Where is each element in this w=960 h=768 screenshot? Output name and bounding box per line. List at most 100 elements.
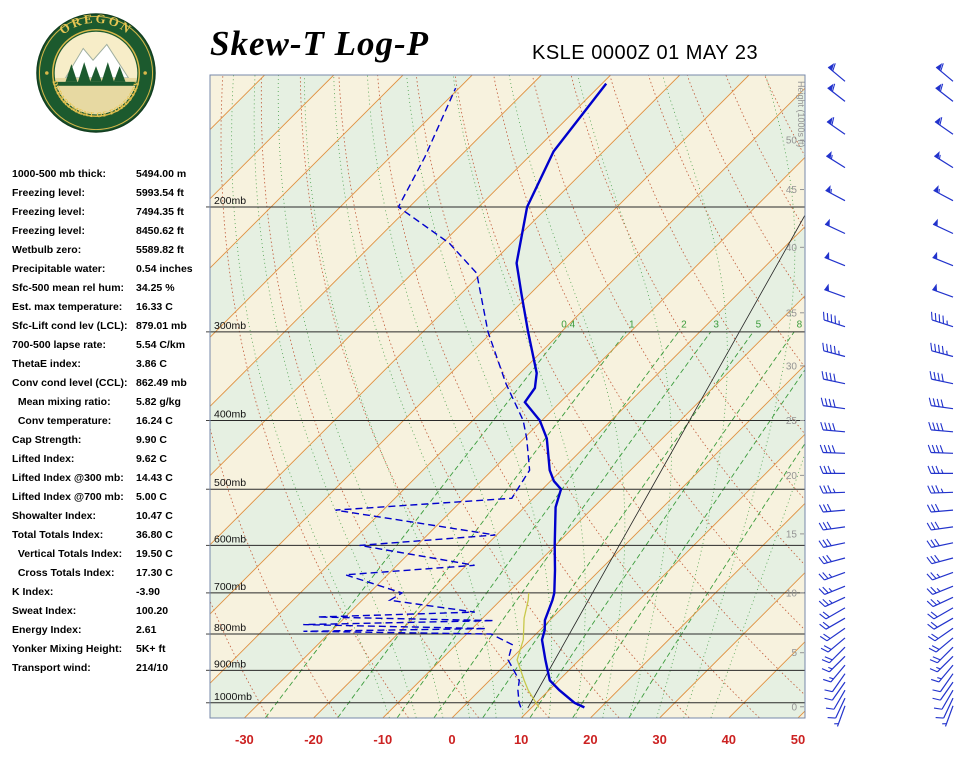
wind-barb bbox=[820, 637, 846, 653]
index-row: Freezing level: 8450.62 ft bbox=[12, 225, 212, 244]
index-row: 1000-500 mb thick: 5494.00 m bbox=[12, 168, 212, 187]
height-tick-label: 15 bbox=[786, 529, 798, 540]
wind-barb bbox=[834, 705, 846, 727]
wind-barb bbox=[927, 465, 953, 474]
index-label: Conv temperature: bbox=[12, 415, 112, 427]
index-value: 19.50 C bbox=[136, 548, 173, 560]
wind-barb bbox=[827, 83, 846, 102]
index-value: 5.82 g/kg bbox=[136, 396, 181, 408]
wind-barb bbox=[819, 627, 846, 642]
page-title: Skew-T Log-P bbox=[210, 24, 430, 63]
index-row: Sfc-Lift cond lev (LCL): 879.01 mb bbox=[12, 320, 212, 339]
wind-barb bbox=[824, 681, 846, 701]
index-row: Conv cond level (CCL): 862.49 mb bbox=[12, 377, 212, 396]
height-tick-label: 10 bbox=[786, 588, 798, 599]
trees-icon bbox=[55, 62, 137, 86]
index-row: Cap Strength: 9.90 C bbox=[12, 434, 212, 453]
index-row: Precipitable water: 0.54 inches bbox=[12, 263, 212, 282]
index-value: 862.49 mb bbox=[136, 377, 187, 389]
index-label: Mean mixing ratio: bbox=[12, 396, 111, 408]
index-label: Wetbulb zero: bbox=[12, 244, 82, 256]
wind-barb bbox=[935, 63, 954, 82]
isotherm-grid bbox=[210, 75, 805, 718]
temp-axis-label: -10 bbox=[373, 732, 392, 747]
wind-barb bbox=[927, 627, 954, 642]
wind-barb bbox=[932, 218, 954, 235]
height-tick-label: 50 bbox=[786, 136, 798, 147]
index-value: 5993.54 ft bbox=[136, 187, 184, 199]
wind-barb bbox=[818, 585, 846, 595]
wind-barb bbox=[827, 697, 846, 719]
wind-barb bbox=[818, 571, 846, 581]
wind-barb bbox=[929, 655, 954, 673]
index-row: Lifted Index @300 mb: 14.43 C bbox=[12, 472, 212, 491]
wind-barb bbox=[932, 283, 954, 298]
wind-barb bbox=[933, 689, 954, 710]
wind-barb bbox=[926, 554, 954, 565]
index-row: Cross Totals Index: 17.30 C bbox=[12, 567, 212, 586]
index-value: 7494.35 ft bbox=[136, 206, 184, 218]
wind-barb bbox=[927, 444, 954, 454]
wind-barb bbox=[932, 681, 954, 701]
wind-barb bbox=[942, 705, 954, 727]
index-row: Total Totals Index: 36.80 C bbox=[12, 529, 212, 548]
index-label: K Index: bbox=[12, 586, 54, 598]
index-label: Yonker Mixing Height: bbox=[12, 643, 123, 655]
index-value: 36.80 C bbox=[136, 529, 173, 541]
plot-border bbox=[209, 74, 806, 719]
odf-logo-seal: OREGON DEPARTMENT OF FORESTRY bbox=[36, 12, 156, 133]
wind-barb bbox=[826, 151, 846, 169]
temp-axis-label: -30 bbox=[235, 732, 254, 747]
index-label: 700-500 lapse rate: bbox=[12, 339, 106, 351]
wind-barb bbox=[930, 311, 954, 328]
index-value: 0.54 inches bbox=[136, 263, 193, 275]
index-row: ThetaE index: 3.86 C bbox=[12, 358, 212, 377]
index-row: Mean mixing ratio: 5.82 g/kg bbox=[12, 396, 212, 415]
temp-axis-label: 40 bbox=[722, 732, 736, 747]
index-row: K Index: -3.90 bbox=[12, 586, 212, 605]
wind-barb bbox=[819, 607, 846, 620]
pressure-label: 1000mb bbox=[214, 691, 252, 703]
index-row: Sweat Index: 100.20 bbox=[12, 605, 212, 624]
wind-barb bbox=[819, 485, 846, 494]
index-row: Freezing level: 5993.54 ft bbox=[12, 187, 212, 206]
wind-barb-columns bbox=[818, 63, 954, 727]
odf-logo: OREGON DEPARTMENT OF FORESTRY bbox=[36, 12, 156, 133]
wind-barb bbox=[819, 617, 846, 630]
index-value: 5494.00 m bbox=[136, 168, 187, 180]
index-label: Freezing level: bbox=[12, 187, 85, 199]
wind-barb bbox=[926, 596, 954, 608]
index-label: Precipitable water: bbox=[12, 263, 106, 275]
wind-barb bbox=[929, 646, 954, 664]
height-axis-title: Height (1000s ft) bbox=[796, 81, 806, 148]
pressure-label: 600mb bbox=[214, 533, 246, 545]
index-value: 3.86 C bbox=[136, 358, 167, 370]
wind-barb bbox=[821, 655, 846, 673]
wind-barb bbox=[824, 673, 846, 693]
index-row: Wetbulb zero: 5589.82 ft bbox=[12, 244, 212, 263]
wind-barb bbox=[934, 151, 954, 169]
index-value: 5589.82 ft bbox=[136, 244, 184, 256]
wind-barb bbox=[818, 503, 846, 513]
wind-barb bbox=[926, 585, 954, 595]
wind-barb bbox=[824, 251, 846, 267]
wind-barb bbox=[929, 371, 954, 385]
temperature-curve bbox=[515, 82, 608, 709]
wind-barb bbox=[822, 311, 846, 328]
index-row: Transport wind: 214/10 bbox=[12, 662, 212, 681]
mixing-ratio-label: 3 bbox=[713, 320, 719, 331]
index-label: Lifted Index @300 mb: bbox=[12, 472, 124, 484]
index-label: Sfc-Lift cond lev (LCL): bbox=[12, 320, 128, 332]
wind-barb bbox=[821, 371, 846, 385]
wind-barb bbox=[819, 444, 846, 454]
wind-barb bbox=[932, 251, 954, 267]
index-row: Energy Index: 2.61 bbox=[12, 624, 212, 643]
height-tick-label: 35 bbox=[786, 308, 798, 319]
index-label: Lifted Index: bbox=[12, 453, 75, 465]
index-label: Cross Totals Index: bbox=[12, 567, 115, 579]
wind-barb bbox=[824, 283, 846, 298]
wind-barb bbox=[927, 607, 954, 620]
index-value: 9.90 C bbox=[136, 434, 167, 446]
temp-axis-label: 50 bbox=[791, 732, 805, 747]
